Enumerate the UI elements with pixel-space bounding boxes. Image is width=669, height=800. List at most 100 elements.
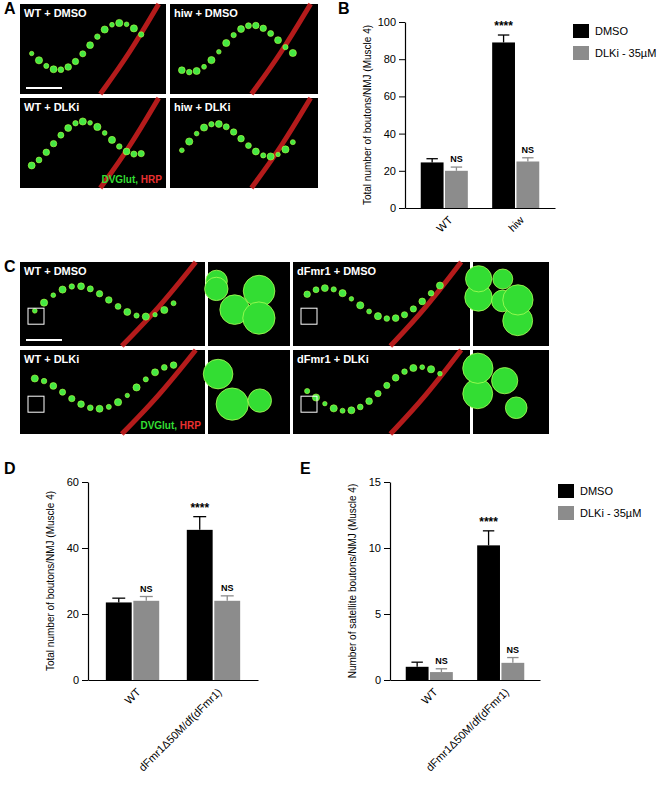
bouton bbox=[290, 140, 295, 145]
bouton bbox=[31, 375, 38, 382]
error-bar-stem bbox=[416, 662, 417, 667]
significance-label: NS bbox=[522, 145, 535, 155]
image-label: dFmr1 + DLKi bbox=[297, 353, 369, 365]
bouton bbox=[428, 290, 434, 296]
bouton bbox=[339, 290, 346, 297]
zoom-box bbox=[301, 308, 317, 324]
significance-label: **** bbox=[479, 515, 498, 529]
legend-label: DLKi - 35µM bbox=[595, 47, 656, 59]
y-axis-title: Number of satellite boutons/NMJ (Muscle … bbox=[347, 484, 358, 679]
significance-label: **** bbox=[494, 19, 513, 33]
stain-label: DVGlut, HRP bbox=[140, 420, 201, 431]
error-bar bbox=[411, 662, 422, 667]
bouton bbox=[69, 395, 75, 401]
bouton bbox=[357, 302, 364, 309]
error-bar-cap bbox=[451, 166, 462, 167]
bouton bbox=[215, 121, 222, 128]
y-tick: 40 bbox=[67, 542, 88, 554]
x-tick-label: WT bbox=[419, 686, 440, 707]
bar bbox=[214, 601, 240, 680]
bouton bbox=[133, 384, 140, 391]
y-tick: 60 bbox=[384, 90, 405, 102]
bouton bbox=[410, 364, 417, 371]
error-bar-cap bbox=[507, 657, 518, 658]
bouton bbox=[348, 407, 355, 414]
bouton bbox=[275, 37, 282, 44]
bouton bbox=[114, 399, 121, 406]
bouton bbox=[115, 303, 121, 309]
y-tick: 0 bbox=[390, 202, 405, 214]
y-axis: 0204060 bbox=[67, 476, 89, 686]
y-tick-mark bbox=[384, 548, 390, 549]
micrograph-bg bbox=[20, 4, 166, 94]
bouton bbox=[186, 138, 193, 145]
bouton bbox=[193, 67, 200, 74]
bouton bbox=[95, 34, 101, 40]
bouton bbox=[44, 63, 49, 68]
legend-item: DMSO bbox=[558, 484, 613, 498]
error-bar-cap bbox=[112, 598, 125, 599]
y-tick: 20 bbox=[67, 608, 88, 620]
y-axis: 051015 bbox=[369, 476, 391, 686]
bouton bbox=[161, 306, 168, 313]
micrograph-bg bbox=[170, 4, 318, 94]
bouton bbox=[125, 393, 129, 397]
axon bbox=[122, 262, 196, 346]
axon bbox=[390, 262, 461, 346]
bouton bbox=[50, 66, 57, 73]
micrograph-bg bbox=[293, 350, 470, 434]
panel-letter: B bbox=[338, 0, 350, 17]
y-tick-mark bbox=[82, 482, 88, 483]
y-tick-mark bbox=[399, 59, 405, 60]
plot-area bbox=[421, 35, 540, 208]
bouton bbox=[73, 121, 78, 126]
bouton bbox=[43, 149, 50, 156]
stain-name: DVGlut, bbox=[140, 420, 177, 431]
bouton bbox=[123, 148, 130, 155]
y-tick-mark bbox=[384, 482, 390, 483]
y-tick-label: 80 bbox=[384, 53, 396, 65]
x-tick-label: dFmr1Δ50M/df(dFmr1) bbox=[136, 686, 224, 774]
bouton bbox=[208, 57, 215, 64]
legend-label: DMSO bbox=[580, 485, 613, 497]
image-label: WT + DMSO bbox=[24, 265, 87, 277]
y-tick-label: 40 bbox=[384, 128, 396, 140]
bouton bbox=[110, 22, 115, 27]
bar bbox=[492, 42, 515, 208]
bouton bbox=[96, 291, 102, 297]
bar bbox=[106, 602, 132, 680]
x-axis: WThiw bbox=[406, 208, 556, 234]
stain-name: HRP bbox=[177, 420, 201, 431]
legend: DMSODLKi - 35µM bbox=[558, 484, 641, 520]
bouton bbox=[367, 309, 372, 314]
y-tick-label: 100 bbox=[378, 16, 396, 28]
micrograph-bg bbox=[20, 262, 205, 346]
bouton bbox=[374, 313, 381, 320]
error-bar bbox=[483, 531, 494, 546]
x-axis-line bbox=[391, 680, 541, 681]
y-axis-line bbox=[405, 23, 406, 209]
bouton bbox=[134, 313, 139, 318]
error-bar-cap bbox=[436, 668, 447, 669]
x-tick: WT bbox=[419, 680, 440, 706]
bar bbox=[445, 171, 468, 208]
bouton bbox=[78, 283, 85, 290]
bouton bbox=[179, 148, 184, 153]
x-tick-label: dFmr1Δ50M/df(dFmr1) bbox=[423, 686, 511, 774]
error-bar-cap bbox=[498, 34, 509, 35]
micrograph-bg bbox=[20, 98, 166, 188]
bouton bbox=[261, 153, 266, 158]
micrograph: dFmr1 + DMSO bbox=[293, 262, 470, 346]
y-tick-mark bbox=[384, 614, 390, 615]
bouton bbox=[276, 152, 280, 156]
bouton bbox=[282, 146, 289, 153]
bouton bbox=[72, 58, 78, 64]
bouton bbox=[153, 312, 157, 316]
bouton bbox=[143, 377, 148, 382]
y-tick: 80 bbox=[384, 53, 405, 65]
x-tick-label: WT bbox=[434, 214, 455, 235]
y-tick: 0 bbox=[73, 674, 88, 686]
bouton bbox=[230, 129, 236, 135]
y-tick-label: 15 bbox=[369, 476, 381, 488]
y-tick-label: 20 bbox=[384, 165, 396, 177]
